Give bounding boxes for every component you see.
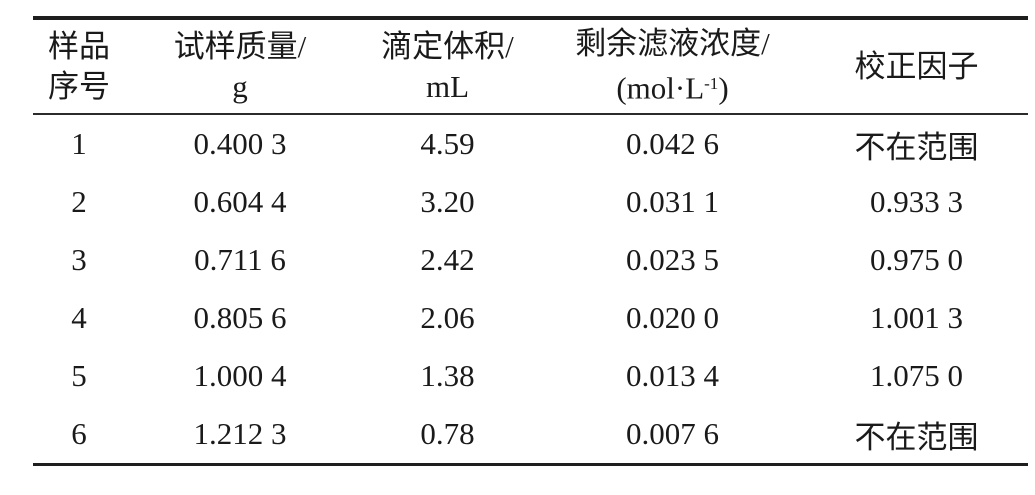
unit-suffix: ) <box>718 70 729 106</box>
table-cell: 不在范围 <box>854 129 979 165</box>
unit-prefix: (mol·L <box>616 70 705 106</box>
table-cell: 0.805 6 <box>193 300 287 335</box>
table-cell: 0.78 <box>420 416 475 451</box>
table-cell: 0.042 6 <box>626 126 719 161</box>
header-row: 样品 序号 试样质量/ g 滴定体积/ mL 剩余滤液浓度/ (mol·L-1)… <box>33 18 1028 114</box>
table-cell: 6 <box>71 416 87 451</box>
table-cell: 5 <box>71 358 87 393</box>
header-unit: mL <box>425 68 470 104</box>
superscript-exponent: -1 <box>704 74 719 94</box>
table-cell: 4 <box>71 300 87 335</box>
table-cell: 2 <box>71 184 87 219</box>
header-line-1: 校正因子 <box>854 48 979 84</box>
table-cell: 0.711 6 <box>194 242 286 277</box>
header-line-1: 滴定体积/ <box>381 28 514 64</box>
table-cell: 1.212 3 <box>193 416 287 451</box>
table-cell: 1.000 4 <box>193 358 287 393</box>
table-cell: 3.20 <box>420 184 475 219</box>
header-line-1: 试样质量/ <box>173 28 307 64</box>
table-row: 6 1.212 3 0.78 0.007 6 不在范围 <box>33 405 1028 465</box>
col-header-correction-factor: 校正因子 <box>805 18 1028 114</box>
table-cell: 不在范围 <box>854 419 979 455</box>
table-cell: 0.013 4 <box>626 358 719 393</box>
col-header-titration-volume: 滴定体积/ mL <box>355 18 540 114</box>
table-cell: 0.020 0 <box>626 300 719 335</box>
table-cell: 1.38 <box>420 358 475 393</box>
col-header-sample-no: 样品 序号 <box>33 18 125 114</box>
table-cell: 4.59 <box>420 126 475 161</box>
sample-data-table: 样品 序号 试样质量/ g 滴定体积/ mL 剩余滤液浓度/ (mol·L-1)… <box>33 16 1028 466</box>
table-cell: 2.42 <box>420 242 475 277</box>
table-header: 样品 序号 试样质量/ g 滴定体积/ mL 剩余滤液浓度/ (mol·L-1)… <box>33 18 1028 114</box>
header-line-2: 序号 <box>48 68 110 104</box>
table-cell: 1.001 3 <box>870 300 963 335</box>
table-cell: 1.075 0 <box>870 358 963 393</box>
table-cell: 0.007 6 <box>626 416 719 451</box>
table-cell: 0.933 3 <box>870 184 963 219</box>
table-row: 2 0.604 4 3.20 0.031 1 0.933 3 <box>33 173 1028 231</box>
table-cell: 0.604 4 <box>193 184 287 219</box>
table-row: 5 1.000 4 1.38 0.013 4 1.075 0 <box>33 347 1028 405</box>
table-row: 1 0.400 3 4.59 0.042 6 不在范围 <box>33 114 1028 173</box>
col-header-sample-mass: 试样质量/ g <box>125 18 355 114</box>
header-line-1: 样品 <box>48 28 110 64</box>
table-cell: 0.975 0 <box>870 242 963 277</box>
table-cell: 0.023 5 <box>626 242 719 277</box>
table-cell: 2.06 <box>420 300 475 335</box>
table-row: 3 0.711 6 2.42 0.023 5 0.975 0 <box>33 231 1028 289</box>
table-cell: 1 <box>71 126 87 161</box>
table-cell: 0.400 3 <box>193 126 287 161</box>
table-cell: 0.031 1 <box>626 184 719 219</box>
header-line-1: 剩余滤液浓度/ <box>575 26 770 62</box>
header-unit: g <box>232 68 248 104</box>
table-row: 4 0.805 6 2.06 0.020 0 1.001 3 <box>33 289 1028 347</box>
table-cell: 3 <box>71 242 87 277</box>
header-unit: (mol·L-1) <box>540 64 805 108</box>
col-header-filtrate-concentration: 剩余滤液浓度/ (mol·L-1) <box>540 18 805 114</box>
table-body: 1 0.400 3 4.59 0.042 6 不在范围 2 0.604 4 3.20 0.031… <box>33 114 1028 465</box>
